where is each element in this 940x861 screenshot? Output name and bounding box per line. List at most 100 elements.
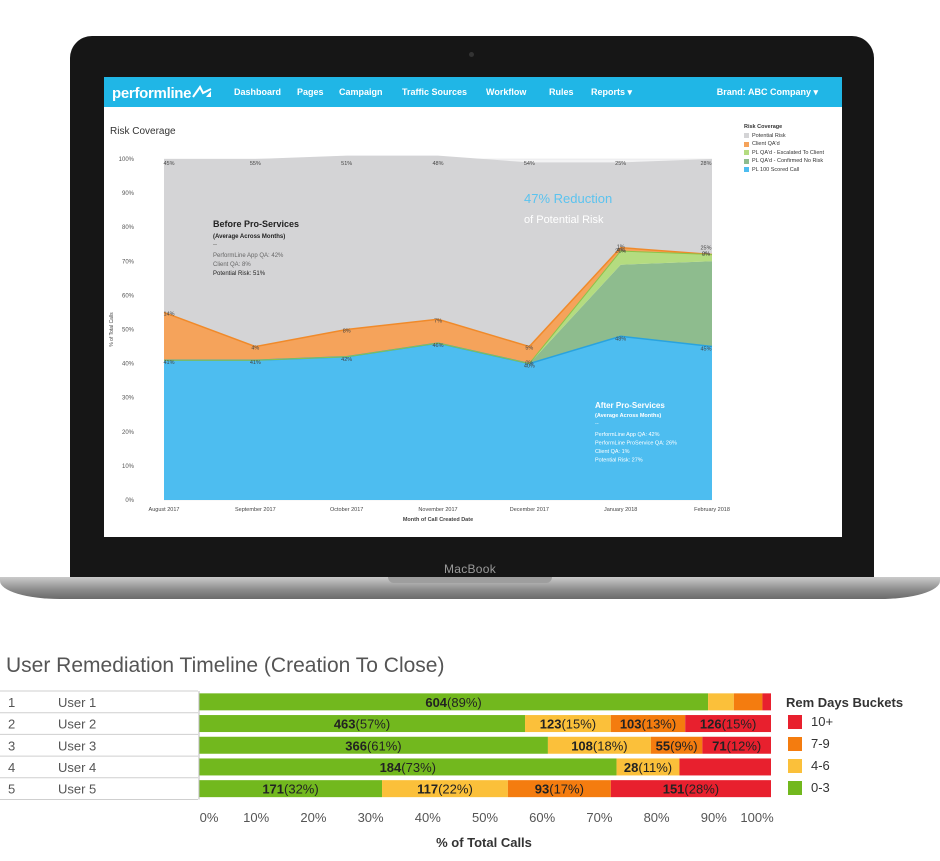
bar-segment — [199, 693, 709, 711]
x-tick-label: 70% — [586, 810, 612, 825]
x-tick-label: 0% — [200, 810, 219, 825]
bucket-legend-item: 4-6 — [788, 758, 830, 773]
data-label: 25% — [615, 161, 626, 167]
nav-traffic-sources[interactable]: Traffic Sources — [402, 87, 468, 97]
x-tick-label: February 2018 — [694, 507, 730, 513]
bar-label: 123(15%) — [540, 717, 596, 732]
before-line: Client QA: 8% — [213, 262, 251, 268]
bar-percent: (18%) — [593, 738, 628, 753]
series-line-escalated — [164, 250, 713, 365]
x-tick-label: September 2017 — [235, 507, 276, 513]
legend-item: PL QA'd - Escalated To Client — [744, 149, 824, 158]
legend-label: PL 100 Scored Call — [752, 166, 800, 173]
data-label: 42% — [341, 357, 352, 363]
nav-workflow[interactable]: Workflow — [486, 87, 527, 97]
bar-label: 108(18%) — [571, 738, 627, 753]
data-label: 54% — [524, 161, 535, 167]
bar-segment — [547, 736, 651, 754]
bucket-label: 7-9 — [811, 736, 830, 751]
bar-segment — [199, 780, 383, 798]
legend-item: PL QA'd - Confirmed No Risk — [744, 157, 824, 166]
y-tick-label: 0% — [125, 498, 134, 504]
bar-label: 184(73%) — [380, 760, 436, 775]
bar-percent: (89%) — [447, 695, 482, 710]
nav-dashboard[interactable]: Dashboard — [234, 87, 282, 97]
data-label: 4% — [251, 346, 259, 352]
data-label: 7% — [434, 318, 442, 324]
legend-item: PL 100 Scored Call — [744, 166, 824, 175]
laptop-base — [0, 577, 940, 599]
data-label: 1% — [617, 245, 625, 251]
bar-label: 117(22%) — [417, 782, 473, 797]
data-label: 8% — [343, 329, 351, 335]
x-tick-label: 20% — [300, 810, 326, 825]
after-title: After Pro-Services — [595, 401, 665, 410]
bar-count: 55 — [656, 738, 670, 753]
data-label: 41% — [163, 360, 174, 366]
data-label: 51% — [341, 161, 352, 167]
data-label: 46% — [432, 343, 443, 349]
bar-count: 171 — [262, 782, 284, 797]
logo-mark-icon — [192, 85, 212, 98]
x-tick-label: November 2017 — [418, 507, 457, 513]
nav-reports[interactable]: Reports ▾ — [591, 87, 633, 97]
nav-pages[interactable]: Pages — [297, 87, 324, 97]
before-line: PerformLine App QA: 42% — [213, 253, 284, 259]
after-line: Potential Risk: 27% — [595, 458, 643, 464]
bar-count: 71 — [712, 738, 726, 753]
data-label: 41% — [250, 360, 261, 366]
legend-title: Risk Coverage — [744, 124, 783, 131]
bar-count: 103 — [620, 717, 642, 732]
risk-coverage-chart: 0% 10% 20% 30% 40% 50% 60% 70% 80% 90% 100% 41% 41% 4… — [109, 155, 730, 523]
area-scored — [164, 336, 712, 500]
data-label: 45% — [163, 161, 174, 167]
data-label: 0% — [702, 251, 710, 257]
bar-percent: (61%) — [367, 738, 402, 753]
y-tick-label: 20% — [122, 430, 135, 436]
data-label: 25% — [700, 245, 711, 251]
bar-segment — [199, 715, 526, 733]
bar-count: 151 — [663, 782, 685, 797]
after-subtitle: (Average Across Months) — [595, 413, 661, 419]
area-confirmed — [164, 261, 712, 364]
before-subtitle: (Average Across Months) — [213, 234, 285, 240]
brand-selector[interactable]: Brand: ABC Company ▾ — [716, 87, 818, 97]
bar-label: 126(15%) — [700, 717, 756, 732]
logo[interactable]: performline — [112, 85, 212, 102]
x-tick-label: 40% — [415, 810, 441, 825]
y-tick-label: 80% — [122, 225, 135, 231]
after-line: Client QA: 1% — [595, 449, 630, 455]
series-line-client — [163, 246, 713, 348]
after-dash: -- — [595, 421, 599, 427]
data-label: 21% — [615, 249, 626, 255]
row-rank: 3 — [8, 738, 15, 753]
y-tick-label: 90% — [122, 191, 135, 197]
bucket-legend-item: 0-3 — [788, 780, 830, 795]
bar-segment — [610, 715, 686, 733]
data-label: 45% — [700, 347, 711, 353]
before-line: Potential Risk: 51% — [213, 271, 266, 277]
nav-rules[interactable]: Rules — [549, 87, 574, 97]
bar-segment — [650, 736, 703, 754]
bucket-swatch — [788, 736, 802, 751]
bar-count: 117 — [417, 782, 438, 797]
bar-percent: (15%) — [722, 717, 757, 732]
laptop-screen: performline Dashboard Pages Campaign Tra… — [104, 77, 842, 537]
row-rank: 5 — [8, 782, 15, 797]
bar-label: 103(13%) — [620, 717, 676, 732]
bar-segment — [679, 758, 771, 776]
legend-swatch — [744, 133, 749, 139]
x-tick-label: 50% — [472, 810, 498, 825]
bar-label: 55(9%) — [656, 738, 698, 753]
x-axis-label: Month of Call Created Date — [403, 517, 473, 523]
bar-segment — [708, 693, 734, 711]
data-label: 28% — [700, 161, 711, 167]
x-tick-label: 60% — [529, 810, 555, 825]
buckets-legend-title: Rem Days Buckets — [786, 695, 904, 710]
area-client — [164, 247, 712, 364]
bar-count: 604 — [425, 695, 447, 710]
bar-segment — [733, 693, 763, 711]
after-line: PerformLine ProService QA: 26% — [595, 441, 677, 447]
nav-campaign[interactable]: Campaign — [339, 87, 383, 97]
